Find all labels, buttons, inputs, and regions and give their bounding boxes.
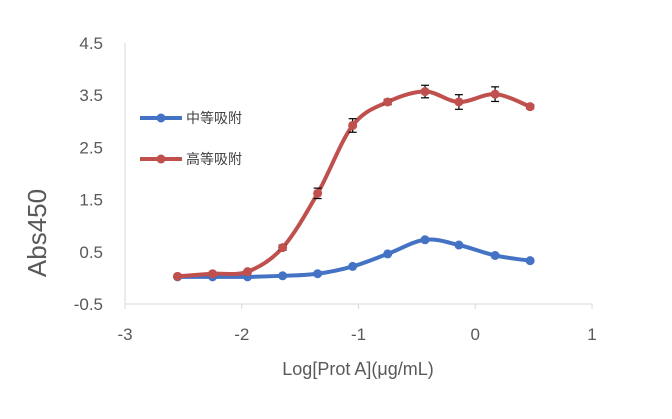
series-2 [173, 84, 535, 281]
data-point [383, 97, 393, 107]
data-point [490, 250, 500, 260]
data-point [208, 269, 218, 279]
plot-area [173, 84, 535, 282]
data-point [243, 267, 253, 277]
y-axis-title: Abs450 [22, 189, 52, 277]
axes [124, 43, 593, 309]
x-tick-label: -1 [351, 325, 366, 344]
y-tick-label: 0.5 [79, 243, 103, 262]
data-point [490, 89, 500, 99]
legend-swatch-marker [156, 113, 166, 123]
data-point [420, 87, 430, 97]
data-point [348, 261, 358, 271]
x-tick-labels: -3 -2 -1 0 1 [117, 325, 596, 344]
y-tick-label: 3.5 [79, 86, 103, 105]
x-tick-label: -3 [117, 325, 132, 344]
data-point [313, 188, 323, 198]
x-axis-title: Log[Prot A](μg/mL) [282, 359, 433, 379]
data-point [313, 269, 323, 279]
y-tick-label: 1.5 [79, 191, 103, 210]
data-point [454, 97, 464, 107]
y-tick-label: 2.5 [79, 138, 103, 157]
data-point [278, 243, 288, 253]
x-tick-label: 0 [471, 325, 480, 344]
data-point [383, 249, 393, 259]
x-tick-label: -2 [234, 325, 249, 344]
data-point [525, 102, 535, 112]
data-point [173, 271, 183, 281]
series-line [175, 237, 533, 279]
x-tick-label: 1 [587, 325, 596, 344]
data-point [278, 271, 288, 281]
data-point [420, 235, 430, 245]
legend-label: 中等吸附 [186, 110, 242, 126]
data-point [348, 120, 358, 130]
legend-label: 高等吸附 [186, 151, 242, 167]
y-tick-label: -0.5 [74, 295, 103, 314]
y-tick-label: 4.5 [79, 34, 103, 53]
data-point [454, 240, 464, 250]
series-1 [173, 235, 535, 282]
data-point [525, 256, 535, 266]
y-tick-labels: -0.5 0.5 1.5 2.5 3.5 4.5 [74, 34, 103, 314]
legend-swatch-marker [156, 154, 166, 164]
